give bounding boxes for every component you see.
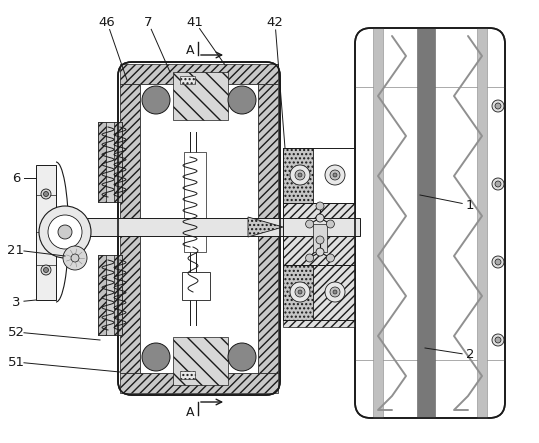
Text: 42: 42 [267, 16, 284, 28]
Circle shape [306, 254, 314, 262]
Text: 3: 3 [12, 295, 20, 308]
Polygon shape [248, 217, 283, 237]
Circle shape [63, 246, 87, 270]
Circle shape [495, 103, 501, 109]
Circle shape [44, 191, 49, 197]
Bar [283, 148, 313, 203]
Text: 46: 46 [99, 16, 115, 28]
Circle shape [492, 178, 504, 190]
Text: 2: 2 [466, 349, 474, 361]
Circle shape [316, 214, 324, 222]
Bar [114, 255, 122, 335]
Circle shape [295, 170, 305, 180]
Circle shape [316, 248, 324, 256]
Circle shape [495, 259, 501, 265]
Circle shape [330, 170, 340, 180]
Bar [173, 337, 228, 385]
Circle shape [295, 287, 305, 297]
Circle shape [142, 343, 170, 371]
Bar [140, 84, 258, 373]
Bar [283, 265, 355, 327]
Circle shape [142, 86, 170, 114]
Text: 21: 21 [8, 244, 24, 256]
Circle shape [325, 165, 345, 185]
Circle shape [290, 282, 310, 302]
Text: 41: 41 [186, 16, 203, 28]
Circle shape [71, 254, 79, 262]
Circle shape [492, 100, 504, 112]
Circle shape [495, 181, 501, 187]
Text: 51: 51 [8, 355, 24, 369]
FancyBboxPatch shape [118, 62, 280, 395]
FancyBboxPatch shape [355, 28, 505, 418]
Bar [36, 165, 56, 300]
Circle shape [228, 86, 256, 114]
Circle shape [333, 290, 337, 294]
Circle shape [48, 215, 82, 249]
Bar [373, 28, 383, 418]
Bar [120, 64, 278, 84]
Bar [114, 122, 122, 202]
Bar [283, 203, 355, 265]
Circle shape [492, 256, 504, 268]
Bar [182, 272, 210, 300]
Circle shape [44, 268, 49, 272]
Circle shape [298, 290, 302, 294]
Bar [98, 122, 122, 202]
Circle shape [228, 343, 256, 371]
Circle shape [41, 265, 51, 275]
Bar [173, 72, 228, 120]
Circle shape [325, 282, 345, 302]
Text: A: A [186, 43, 194, 57]
Bar [258, 84, 278, 373]
Text: 52: 52 [8, 326, 24, 338]
Circle shape [333, 173, 337, 177]
Circle shape [330, 287, 340, 297]
Circle shape [492, 334, 504, 346]
Bar [283, 265, 313, 320]
Bar [180, 76, 195, 84]
Circle shape [327, 254, 334, 262]
Bar [184, 152, 206, 252]
Text: A: A [186, 405, 194, 419]
Bar [55, 218, 360, 236]
Circle shape [316, 236, 324, 244]
Circle shape [41, 189, 51, 199]
Circle shape [316, 202, 324, 210]
Circle shape [58, 225, 72, 239]
Circle shape [298, 173, 302, 177]
Bar [417, 28, 435, 418]
Bar [313, 224, 327, 252]
Text: 1: 1 [466, 198, 474, 211]
Circle shape [290, 165, 310, 185]
Bar [477, 28, 487, 418]
Text: 7: 7 [144, 16, 152, 28]
Bar [98, 255, 106, 335]
Circle shape [495, 337, 501, 343]
Bar [180, 371, 195, 379]
Bar [98, 122, 106, 202]
Bar [120, 373, 278, 393]
Bar [120, 84, 140, 373]
Text: 6: 6 [12, 171, 20, 184]
Circle shape [327, 220, 334, 228]
Circle shape [306, 220, 314, 228]
Circle shape [39, 206, 91, 258]
Bar [98, 255, 122, 335]
